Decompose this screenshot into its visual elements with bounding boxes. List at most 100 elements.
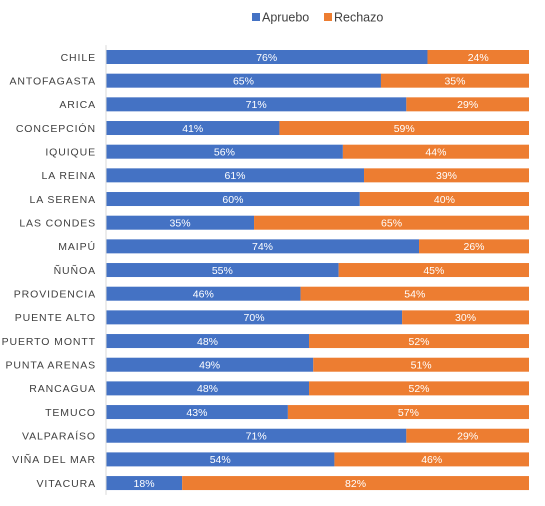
bar-segment-rechazo bbox=[279, 121, 529, 136]
data-label-apruebo: 18% bbox=[134, 478, 155, 490]
bar-segment-rechazo bbox=[254, 215, 530, 230]
bar-row-providencia: PROVIDENCIA 46% 54% bbox=[14, 286, 529, 301]
category-label: RANCAGUA bbox=[29, 383, 96, 395]
category-label: CONCEPCIÓN bbox=[16, 122, 96, 135]
category-label: PUENTE ALTO bbox=[15, 312, 96, 324]
category-label: ANTOFAGASTA bbox=[9, 75, 96, 87]
bar-segment-apruebo bbox=[106, 310, 403, 325]
data-label-apruebo: 76% bbox=[256, 52, 277, 64]
data-label-rechazo: 65% bbox=[381, 217, 402, 229]
bar-segment-rechazo bbox=[313, 357, 529, 372]
bar-row-chile: CHILE 76% 24% bbox=[61, 50, 529, 64]
category-label: TEMUCO bbox=[45, 407, 96, 419]
data-label-rechazo: 26% bbox=[464, 241, 485, 253]
data-label-rechazo: 44% bbox=[425, 146, 446, 158]
data-label-apruebo: 70% bbox=[244, 312, 265, 324]
bar-row-puerto-montt: PUERTO MONTT 48% 52% bbox=[2, 334, 529, 349]
category-label: ARICA bbox=[59, 99, 96, 111]
category-label: LA REINA bbox=[42, 170, 96, 182]
bar-segment-apruebo bbox=[106, 121, 280, 136]
legend: Apruebo Rechazo bbox=[252, 11, 383, 25]
bar-segment-rechazo bbox=[309, 334, 529, 349]
data-label-rechazo: 30% bbox=[455, 312, 476, 324]
bar-segment-apruebo bbox=[106, 405, 288, 420]
data-label-apruebo: 41% bbox=[182, 123, 203, 135]
bar-row-las-condes: LAS CONDES 35% 65% bbox=[19, 215, 530, 230]
data-label-apruebo: 49% bbox=[199, 360, 220, 372]
category-label: PROVIDENCIA bbox=[14, 289, 96, 301]
bar-segment-apruebo bbox=[106, 50, 428, 64]
legend-swatch-rechazo bbox=[324, 13, 332, 21]
data-label-rechazo: 54% bbox=[404, 289, 425, 301]
bar-row-rancagua: RANCAGUA 48% 52% bbox=[29, 381, 529, 396]
data-label-apruebo: 60% bbox=[222, 194, 243, 206]
data-label-rechazo: 46% bbox=[421, 454, 442, 466]
bar-segment-apruebo bbox=[106, 168, 365, 183]
data-label-apruebo: 54% bbox=[210, 454, 231, 466]
bar-row-concepcion: CONCEPCIÓN 41% 59% bbox=[16, 121, 529, 136]
category-label: VITACURA bbox=[36, 478, 96, 490]
bar-row-valparaiso: VALPARAÍSO 71% 29% bbox=[22, 428, 529, 443]
bar-segment-apruebo bbox=[106, 428, 407, 443]
bar-segment-rechazo bbox=[334, 452, 529, 467]
bar-segment-rechazo bbox=[419, 239, 529, 254]
category-label: ÑUÑOA bbox=[54, 264, 96, 277]
data-label-rechazo: 59% bbox=[394, 123, 415, 135]
data-label-apruebo: 71% bbox=[246, 431, 267, 443]
data-label-apruebo: 74% bbox=[252, 241, 273, 253]
bar-segment-apruebo bbox=[106, 286, 301, 301]
bar-segment-rechazo bbox=[364, 168, 529, 183]
bar-segment-rechazo bbox=[338, 263, 529, 278]
data-label-apruebo: 46% bbox=[193, 289, 214, 301]
data-label-apruebo: 35% bbox=[170, 217, 191, 229]
data-label-rechazo: 24% bbox=[468, 52, 489, 64]
bar-segment-rechazo bbox=[309, 381, 529, 396]
category-label: VALPARAÍSO bbox=[22, 430, 96, 443]
category-label: LA SERENA bbox=[30, 194, 96, 206]
data-label-rechazo: 40% bbox=[434, 194, 455, 206]
bar-segment-rechazo bbox=[380, 73, 529, 88]
bar-segment-apruebo bbox=[106, 452, 335, 467]
legend-label-rechazo: Rechazo bbox=[334, 11, 383, 25]
bar-segment-apruebo bbox=[106, 334, 310, 349]
category-label: MAIPÚ bbox=[58, 240, 96, 253]
data-label-rechazo: 45% bbox=[423, 265, 444, 277]
legend-swatch-apruebo bbox=[252, 13, 260, 21]
data-label-rechazo: 82% bbox=[345, 478, 366, 490]
data-label-apruebo: 65% bbox=[233, 75, 254, 87]
data-label-apruebo: 55% bbox=[212, 265, 233, 277]
bar-segment-apruebo bbox=[106, 476, 183, 491]
bar-row-punta-arenas: PUNTA ARENAS 49% 51% bbox=[5, 357, 529, 372]
data-label-rechazo: 29% bbox=[457, 99, 478, 111]
bar-segment-apruebo bbox=[106, 192, 360, 207]
data-label-apruebo: 48% bbox=[197, 383, 218, 395]
bar-row-la-serena: LA SERENA 60% 40% bbox=[30, 192, 529, 207]
bar-row-iquique: IQUIQUE 56% 44% bbox=[45, 144, 529, 159]
data-label-apruebo: 61% bbox=[225, 170, 246, 182]
bar-segment-apruebo bbox=[106, 381, 310, 396]
bar-segment-rechazo bbox=[182, 476, 529, 491]
category-label: VIÑA DEL MAR bbox=[12, 453, 96, 466]
data-label-rechazo: 39% bbox=[436, 170, 457, 182]
bar-segment-rechazo bbox=[402, 310, 529, 325]
bar-segment-apruebo bbox=[106, 97, 407, 112]
bar-segment-rechazo bbox=[406, 428, 529, 443]
bar-segment-rechazo bbox=[359, 192, 529, 207]
bar-segment-apruebo bbox=[106, 215, 255, 230]
legend-label-apruebo: Apruebo bbox=[262, 11, 309, 25]
bar-segment-apruebo bbox=[106, 144, 343, 159]
bar-segment-apruebo bbox=[106, 263, 339, 278]
data-label-rechazo: 57% bbox=[398, 407, 419, 419]
category-label: LAS CONDES bbox=[19, 217, 96, 229]
data-label-rechazo: 29% bbox=[457, 431, 478, 443]
bar-segment-rechazo bbox=[406, 97, 529, 112]
data-label-apruebo: 48% bbox=[197, 336, 218, 348]
bar-segment-apruebo bbox=[106, 239, 420, 254]
data-label-apruebo: 71% bbox=[246, 99, 267, 111]
data-label-rechazo: 52% bbox=[409, 336, 430, 348]
data-label-apruebo: 43% bbox=[186, 407, 207, 419]
bar-row-la-reina: LA REINA 61% 39% bbox=[42, 168, 529, 183]
bar-segment-rechazo bbox=[427, 50, 529, 64]
category-label: CHILE bbox=[61, 52, 96, 64]
